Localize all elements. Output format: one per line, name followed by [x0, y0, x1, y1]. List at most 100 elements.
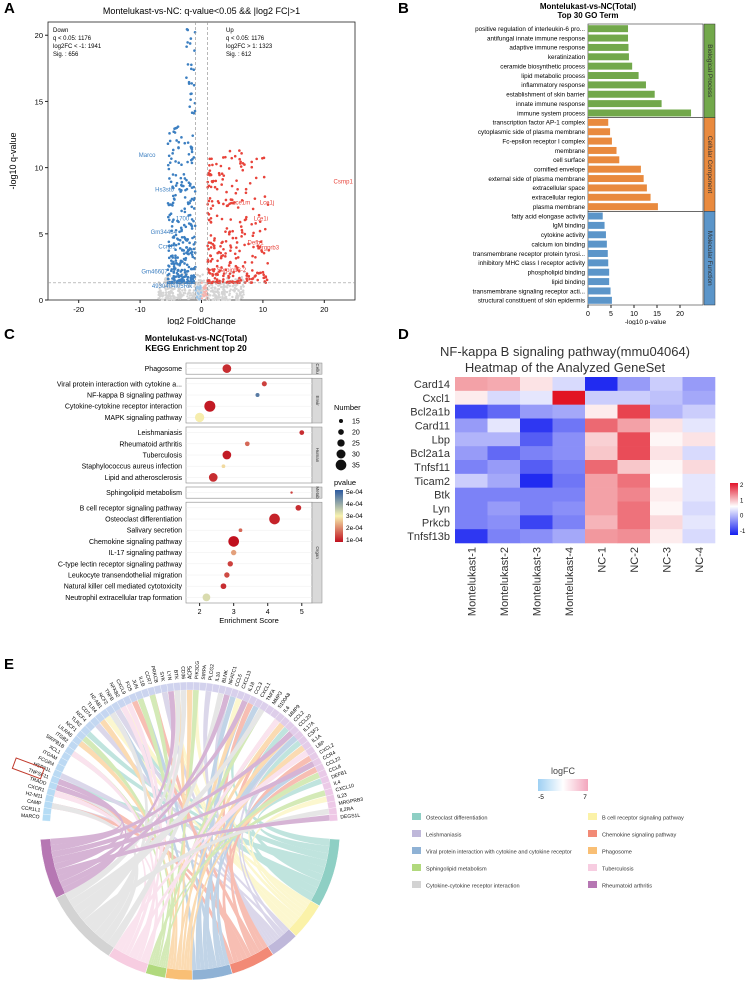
- kegg-term-label: MAPK signaling pathway: [105, 415, 183, 422]
- volcano-point-up: [251, 269, 254, 272]
- volcano-point-up: [208, 163, 211, 167]
- volcano-point-nonsig: [216, 288, 219, 291]
- kegg-term-label: IL-17 signaling pathway: [108, 550, 182, 557]
- volcano-point-nonsig: [188, 289, 191, 292]
- volcano-point-down: [182, 257, 186, 261]
- volcano-point-down: [174, 184, 178, 187]
- go-category-label: keratinization: [548, 54, 586, 61]
- volcano-point-up: [261, 156, 264, 160]
- volcano-point-down: [186, 252, 189, 255]
- panel-label-e: E: [4, 656, 15, 673]
- volcano-xtick-label: -10: [135, 305, 146, 314]
- volcano-point-down: [191, 255, 195, 259]
- heatmap-cell: [650, 487, 683, 502]
- volcano-point-up: [215, 264, 219, 268]
- volcano-point-up: [228, 149, 232, 153]
- heatmap-row-label: Bcl2a1b: [410, 407, 450, 419]
- kegg-group-label: Organ: [315, 546, 320, 559]
- volcano-point-down: [185, 263, 189, 267]
- chord-gene-label: CXCR1: [27, 783, 45, 793]
- chord-gene-segment: [329, 813, 338, 822]
- volcano-plot: Montelukast-vs-NC: q-value<0.05 && |log2…: [8, 6, 356, 325]
- volcano-point-up: [234, 236, 238, 240]
- volcano-point-down: [191, 134, 195, 137]
- volcano-point-up: [241, 168, 245, 172]
- chord-ribbon: [216, 735, 298, 966]
- volcano-point-nonsig: [182, 291, 185, 295]
- go-xtick-label: 5: [609, 311, 613, 318]
- go-category-label: adaptive immune response: [509, 45, 585, 52]
- chord-ribbon: [149, 694, 174, 967]
- volcano-point-down: [177, 140, 181, 144]
- chord-ribbon: [120, 705, 159, 956]
- volcano-point-up: [206, 260, 210, 264]
- volcano-point-down: [185, 187, 189, 191]
- go-category-label: transcription factor AP-1 complex: [493, 120, 586, 127]
- volcano-point-up: [238, 276, 241, 280]
- volcano-point-up: [240, 199, 244, 202]
- volcano-ytick-label: 20: [35, 31, 43, 40]
- chord-legend-swatch: [412, 847, 421, 854]
- volcano-point-down: [168, 177, 171, 180]
- volcano-point-down: [174, 254, 177, 258]
- kegg-term-label: Natural killer cell mediated cytotoxicit…: [64, 584, 183, 591]
- chord-gene-label: IL1B: [137, 676, 146, 688]
- kegg-term-label: Leukocyte transendothelial migration: [68, 573, 182, 580]
- volcano-point-light: [199, 291, 203, 294]
- go-bar: [588, 287, 611, 295]
- volcano-gene-label: Gm34484: [151, 230, 178, 236]
- chord-ribbon: [65, 690, 181, 901]
- volcano-point-up: [236, 256, 240, 259]
- volcano-point-down: [170, 225, 174, 228]
- volcano-point-nonsig: [168, 284, 172, 288]
- volcano-point-up: [234, 191, 238, 195]
- volcano-point-down: [174, 160, 177, 163]
- volcano-point-light: [205, 289, 208, 293]
- heatmap-cell: [520, 473, 553, 488]
- volcano-point-up: [240, 228, 244, 232]
- volcano-point-up: [254, 222, 257, 225]
- volcano-point-down: [176, 256, 179, 259]
- heatmap-cell: [650, 473, 683, 488]
- heatmap-cell: [552, 404, 586, 419]
- volcano-point-up: [220, 217, 224, 221]
- volcano-point-up: [263, 227, 267, 231]
- volcano-point-down: [190, 224, 194, 228]
- volcano-point-down: [171, 220, 174, 223]
- volcano-point-up: [224, 239, 228, 243]
- heatmap-cell: [552, 515, 586, 530]
- heatmap-cell: [552, 473, 586, 488]
- heatmap-cell: [455, 529, 488, 544]
- volcano-point-up: [210, 199, 214, 203]
- heatmap-cell: [617, 487, 651, 502]
- volcano-point-up: [231, 229, 234, 233]
- volcano-point-up: [250, 261, 254, 264]
- heatmap-cell: [585, 501, 618, 516]
- go-bar: [588, 175, 644, 183]
- volcano-point-down: [190, 67, 193, 71]
- chord-ribbon: [223, 697, 309, 908]
- heatmap-cell: [455, 515, 488, 530]
- volcano-point-up: [215, 162, 218, 166]
- volcano-down-info: q < 0.05: 1176: [53, 36, 92, 42]
- heatmap-cell: [682, 418, 716, 433]
- volcano-point-up: [224, 255, 227, 258]
- volcano-point-nonsig: [217, 284, 220, 287]
- chord-ribbon: [160, 690, 199, 968]
- volcano-point-down: [167, 249, 171, 252]
- volcano-point-up: [222, 156, 225, 159]
- volcano-point-down: [174, 228, 178, 232]
- volcano-point-nonsig: [214, 294, 218, 297]
- chord-legend-label: Chemokine signaling pathway: [602, 833, 677, 839]
- heatmap-cell: [585, 515, 618, 530]
- volcano-point-down: [180, 268, 184, 272]
- kegg-dot: [222, 364, 232, 373]
- go-category-label: establishment of skin barrier: [506, 92, 585, 99]
- chord-gene-label: IL6: [282, 705, 291, 714]
- volcano-down-info: Down: [53, 28, 68, 34]
- volcano-point-up: [244, 191, 248, 195]
- kegg-group-frame: [185, 377, 313, 424]
- volcano-point-down: [170, 262, 174, 265]
- go-category-label: Fc-epsilon receptor I complex: [502, 138, 585, 145]
- volcano-point-up: [250, 160, 254, 164]
